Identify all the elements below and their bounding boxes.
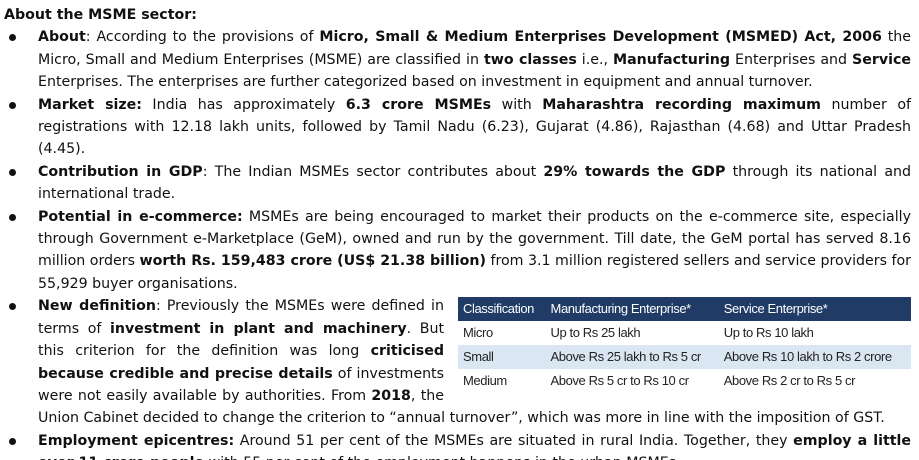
text: with — [491, 96, 543, 113]
bold-text: investment in plant and machinery — [110, 320, 407, 337]
text: of investments were not easily available… — [38, 365, 445, 404]
table-cell: Small — [458, 345, 546, 370]
text: : Previously the MSMEs were defined in t… — [38, 298, 444, 337]
header-cell: Manufacturing Enterprise* — [545, 297, 719, 322]
bullet-item: Classification Manufacturing Enterprise* S… — [9, 295, 911, 429]
table-cell: Above Rs 10 lakh to Rs 2 crore — [718, 345, 911, 370]
section-title: About the MSME sector: — [4, 7, 197, 23]
bold-text: About — [38, 29, 86, 46]
text: i.e., — [576, 51, 613, 68]
table-cell: Up to Rs 25 lakh — [545, 321, 719, 346]
bold-text: Market size: — [38, 96, 142, 113]
table-cell: Medium — [458, 369, 546, 394]
text: , the Union Cabinet decided to change th… — [38, 387, 885, 427]
table-cell: Above Rs 2 cr to Rs 5 cr — [718, 369, 911, 394]
text: . But this criterion for the definition … — [38, 320, 445, 360]
table-row: Small Above Rs 25 lakh to Rs 5 cr Above Rs… — [458, 345, 911, 370]
text: number of registrations with 12.18 lakh … — [38, 96, 911, 158]
bold-text: 2018 — [371, 387, 411, 404]
bold-text: Employment epicentres: — [38, 432, 235, 449]
bold-text: New definition — [38, 298, 156, 315]
text: the Micro, Small and Medium Enterprises … — [38, 29, 912, 68]
text: through its national and international t… — [38, 163, 912, 203]
text: : The Indian MSMEs sector contributes ab… — [202, 163, 544, 180]
bullet-item: Employment epicentres: Around 51 per cen… — [9, 430, 912, 460]
bullet-item: Potential in e-commerce: MSMEs are being… — [9, 206, 911, 296]
bold-text: Potential in e-commerce: — [38, 208, 243, 225]
header-cell: Service Enterprise* — [718, 297, 911, 322]
classification-table: Classification Manufacturing Enterprise* S… — [458, 297, 911, 394]
text: Around 51 per cent of the MSMEs are situ… — [234, 432, 794, 449]
bullet-list: About: According to the provisions of Mi… — [4, 26, 911, 460]
bold-text: 6.3 crore MSMEs — [345, 96, 492, 113]
text: : According to the provisions of — [85, 29, 320, 46]
bold-text: Maharashtra recording maximum — [542, 96, 821, 113]
text: India has approximately — [141, 96, 346, 113]
table-cell: Above Rs 25 lakh to Rs 5 cr — [545, 345, 719, 370]
bullet-item: Market size: India has approximately 6.3… — [9, 94, 911, 161]
bold-text: Service — [852, 51, 911, 68]
text: with 55 per cent of the employment happe… — [204, 455, 681, 460]
text: Enterprises and — [730, 51, 853, 68]
text: from 3.1 million registered sellers and … — [38, 253, 911, 292]
bold-text: employ a little over 11 crore people — [38, 432, 912, 460]
header-cell: Classification — [458, 297, 546, 322]
bold-text: Micro, Small & Medium Enterprises Develo… — [319, 29, 882, 46]
bold-text: worth Rs. 159,483 crore (US$ 21.38 billi… — [139, 253, 486, 270]
header-row: Classification Manufacturing Enterprise* S… — [458, 297, 911, 322]
text: MSMEs are being encouraged to market the… — [38, 208, 911, 270]
bullet-item: About: According to the provisions of Mi… — [9, 26, 912, 93]
table-row: Medium Above Rs 5 cr to Rs 10 cr Above Rs … — [458, 369, 911, 394]
bullet-item: Contribution in GDP: The Indian MSMEs se… — [9, 161, 912, 206]
table-row: Micro Up to Rs 25 lakh Up to Rs 10 lakh — [458, 321, 911, 346]
bold-text: two classes — [483, 51, 577, 68]
table-cell: Above Rs 5 cr to Rs 10 cr — [545, 369, 719, 394]
bold-text: 29% towards the GDP — [543, 163, 726, 180]
text: Enterprises. The enterprises are further… — [38, 74, 813, 91]
table-cell: Micro — [458, 321, 546, 346]
table-cell: Up to Rs 10 lakh — [718, 321, 911, 346]
bold-text: criticised because credible and precise … — [38, 343, 444, 382]
bold-text: Contribution in GDP — [38, 163, 203, 180]
bold-text: Manufacturing — [612, 51, 731, 68]
